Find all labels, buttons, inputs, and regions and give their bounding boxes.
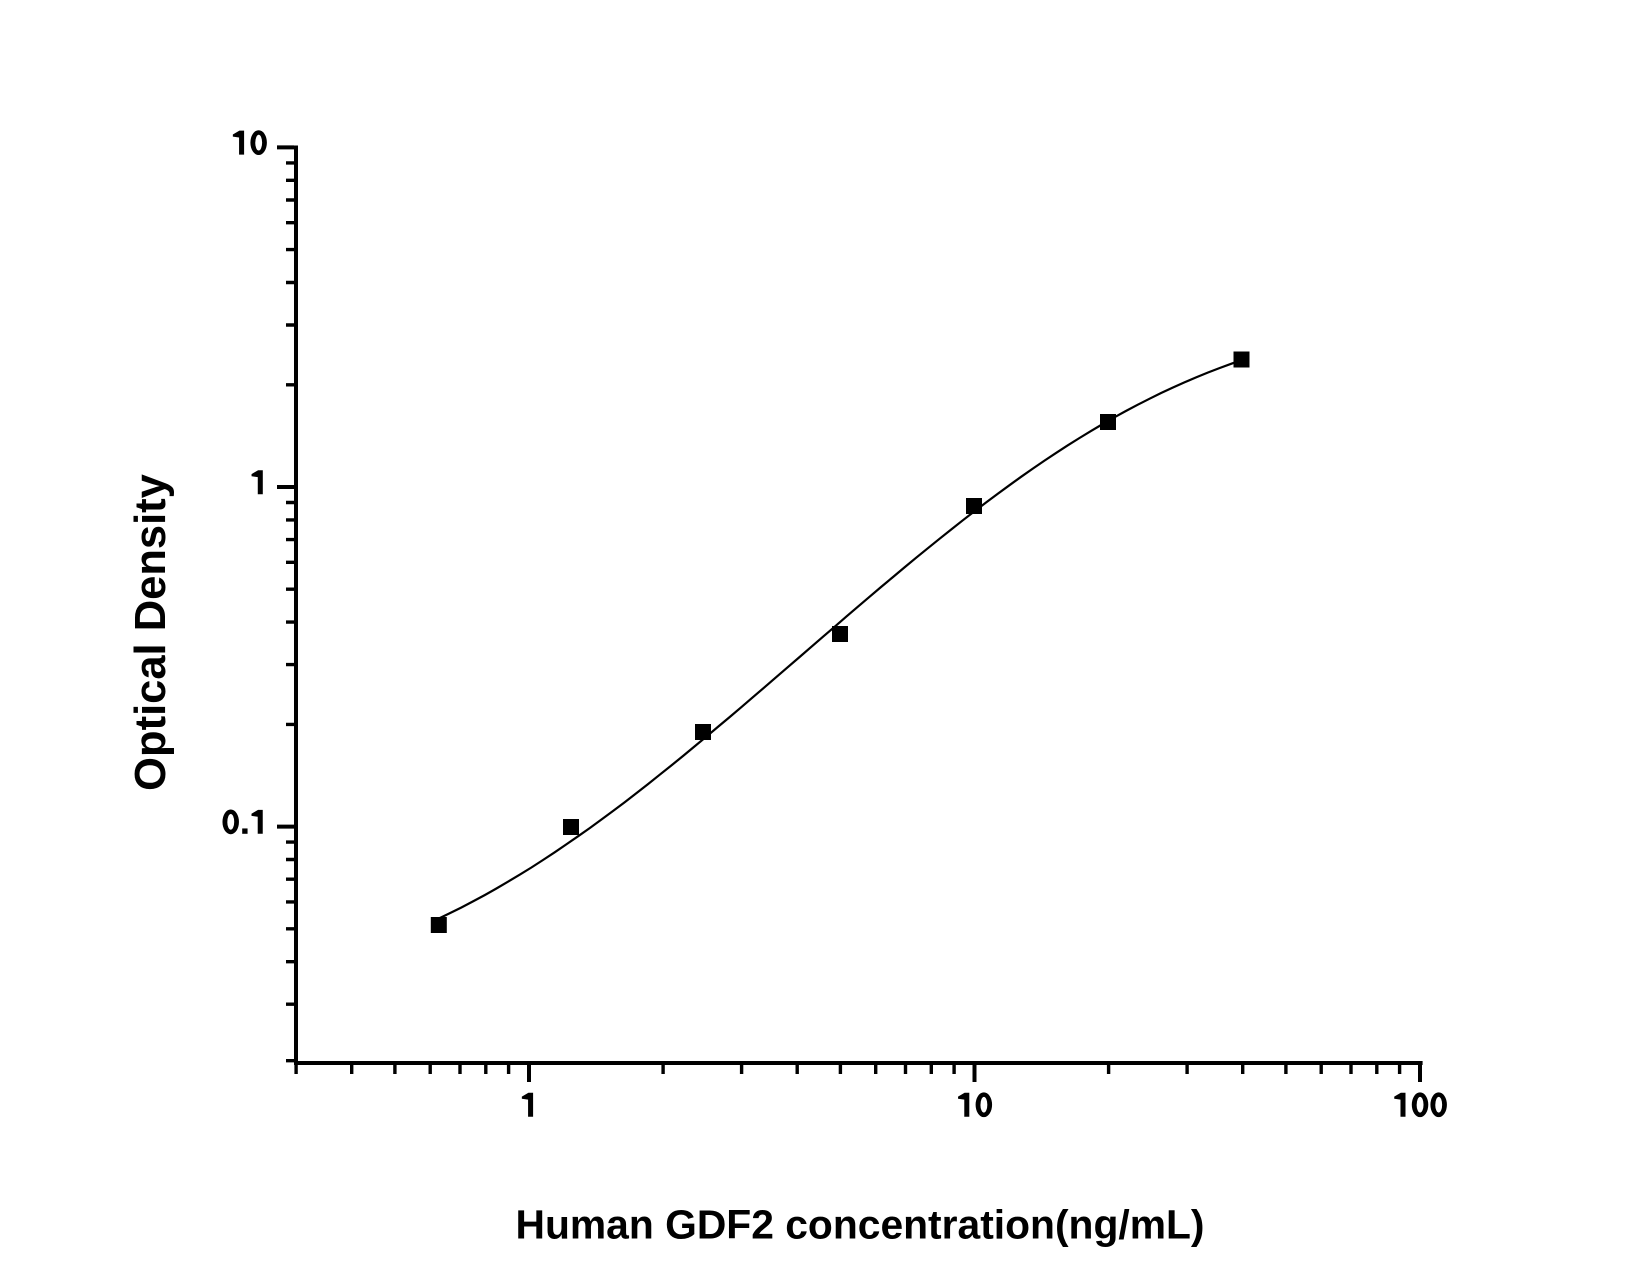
svg-text:Human GDF2 concentration(ng/mL: Human GDF2 concentration(ng/mL) — [515, 1202, 1204, 1248]
svg-text:Optical Density: Optical Density — [127, 474, 175, 791]
